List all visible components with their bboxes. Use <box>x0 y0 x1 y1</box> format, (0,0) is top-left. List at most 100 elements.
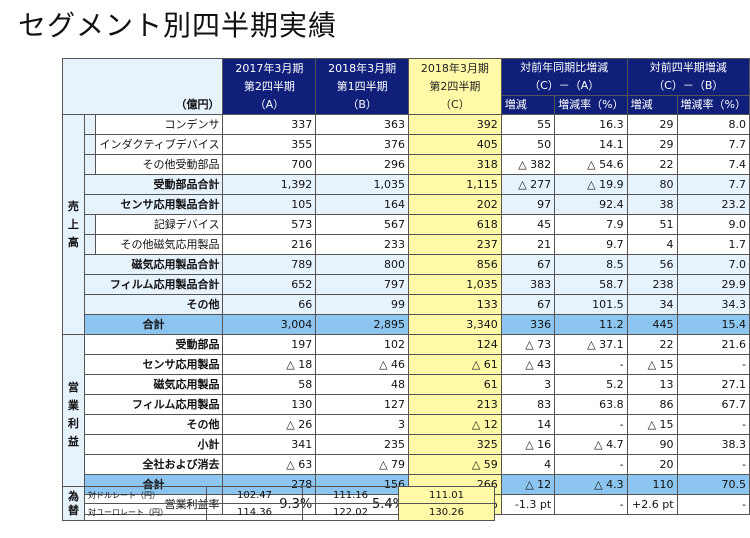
fx-value-b: 111.16 <box>302 486 399 504</box>
header-diff-qoq-text: 対前四半期増減 （C）－（B） <box>649 61 727 92</box>
header-period-c-text: 2018年3月期 第2四半期 （C） <box>420 61 489 111</box>
row-indent <box>83 214 97 235</box>
value-b: 296 <box>315 154 410 175</box>
diff-qoq-rate: 29.9 <box>676 274 750 295</box>
row-label: 磁気応用製品 <box>83 374 224 395</box>
row-label: インダクティブデバイス <box>95 134 224 155</box>
diff-yoy: △ 73 <box>500 334 556 355</box>
diff-yoy: 336 <box>500 314 556 335</box>
row-label: その他 <box>83 294 224 315</box>
table-row: 小計 341 235 325 △ 16 △ 4.7 90 38.3 <box>63 434 750 455</box>
diff-yoy-rate: - <box>554 454 628 475</box>
value-c: △ 59 <box>408 454 502 475</box>
value-b: 48 <box>315 374 410 395</box>
diff-yoy: △ 16 <box>500 434 556 455</box>
value-b: 164 <box>315 194 410 215</box>
diff-yoy-rate: - <box>554 494 628 515</box>
table-row: フィルム応用製品 130 127 213 83 63.8 86 67.7 <box>63 394 750 415</box>
fx-value-c: 130.26 <box>398 503 495 521</box>
value-c: 325 <box>408 434 502 455</box>
diff-qoq: 238 <box>626 274 678 295</box>
diff-qoq-rate: 27.1 <box>676 374 750 395</box>
header-diff-yoy: 対前年同期比増減 （C）－（A） <box>500 58 628 96</box>
value-c: △ 61 <box>408 354 502 375</box>
value-b: 3 <box>315 414 410 435</box>
table-row: インダクティブデバイス 355 376 405 50 14.1 29 7.7 <box>63 134 750 155</box>
page-title: セグメント別四半期実績 <box>18 9 338 42</box>
diff-yoy-rate: 11.2 <box>554 314 628 335</box>
diff-qoq-rate: 8.0 <box>676 114 750 135</box>
value-a: 355 <box>222 134 317 155</box>
value-b: 2,895 <box>315 314 410 335</box>
value-b: 1,035 <box>315 174 410 195</box>
value-c: 61 <box>408 374 502 395</box>
unit-label: （億円） <box>61 58 224 115</box>
value-a: △ 63 <box>222 454 317 475</box>
table-row: その他 △ 26 3 △ 12 14- △ 15- <box>63 414 750 435</box>
value-b: 127 <box>315 394 410 415</box>
value-b: 235 <box>315 434 410 455</box>
value-b: 797 <box>315 274 410 295</box>
header-period-a-text: 2017年3月期 第2四半期 （A） <box>235 61 304 111</box>
fx-row: 為 替対ドルレート（円） 102.47 111.16 111.01 <box>62 486 495 521</box>
header-inc-rate-2: 増減率（%） <box>676 95 750 115</box>
diff-qoq: 51 <box>626 214 678 235</box>
row-label: コンデンサ <box>95 114 224 135</box>
diff-yoy-rate: △ 4.3 <box>554 474 628 495</box>
value-b: 567 <box>315 214 410 235</box>
diff-yoy-rate: 92.4 <box>554 194 628 215</box>
value-a: 573 <box>222 214 317 235</box>
value-a: △ 18 <box>222 354 317 375</box>
fx-value-c: 111.01 <box>398 486 495 504</box>
table-row: センサ応用製品 △ 18 △ 46 △ 61 △ 43- △ 15- <box>63 354 750 375</box>
header-row-1: （億円） 2017年3月期 第2四半期 （A） 2018年3月期 第1四半期 （… <box>61 58 750 115</box>
table-row: センサ応用製品合計 105 164 202 97 92.4 38 23.2 <box>63 194 750 215</box>
diff-qoq-rate: 34.3 <box>676 294 750 315</box>
value-c: △ 12 <box>408 414 502 435</box>
diff-yoy-rate: 58.7 <box>554 274 628 295</box>
value-a: 337 <box>222 114 317 135</box>
header-row-2: 増減 増減率（%） 増減 増減率（%） <box>63 95 750 115</box>
diff-yoy-rate: 16.3 <box>554 114 628 135</box>
segment-results-table: （億円） 2017年3月期 第2四半期 （A） 2018年3月期 第1四半期 （… <box>61 58 750 515</box>
header-period-b-text: 2018年3月期 第1四半期 （B） <box>328 61 397 111</box>
header-diff-qoq: 対前四半期増減 （C）－（B） <box>626 58 750 96</box>
section-label-fx: 為 替 <box>62 486 85 521</box>
total-row: 合計 3,004 2,895 3,340 336 11.2 445 15.4 <box>63 314 750 335</box>
diff-yoy: △ 43 <box>500 354 556 375</box>
diff-yoy: 83 <box>500 394 556 415</box>
diff-qoq: 29 <box>626 114 678 135</box>
value-a: 130 <box>222 394 317 415</box>
value-c: 318 <box>408 154 502 175</box>
value-a: 3,004 <box>222 314 317 335</box>
value-c: 618 <box>408 214 502 235</box>
table-row: 営 業 利 益受動部品 197 102 124 △ 73 △ 37.1 22 21.6 <box>62 334 750 495</box>
diff-qoq: 20 <box>626 454 678 475</box>
value-c: 202 <box>408 194 502 215</box>
diff-yoy-rate: 63.8 <box>554 394 628 415</box>
value-b: 233 <box>315 234 410 255</box>
diff-yoy-rate: △ 19.9 <box>554 174 628 195</box>
diff-yoy: 4 <box>500 454 556 475</box>
diff-yoy: 14 <box>500 414 556 435</box>
diff-yoy: △ 382 <box>500 154 556 175</box>
row-indent <box>83 234 97 255</box>
value-a: 1,392 <box>222 174 317 195</box>
row-label: 合計 <box>83 314 224 335</box>
diff-yoy: 45 <box>500 214 556 235</box>
header-inc-1: 増減 <box>500 95 556 115</box>
row-label: 全社および消去 <box>83 454 224 475</box>
value-c: 124 <box>408 334 502 355</box>
value-a: 58 <box>222 374 317 395</box>
row-label: 記録デバイス <box>95 214 224 235</box>
fx-row: 対ユーロレート（円） 114.36 122.02 130.26 <box>63 503 495 521</box>
diff-yoy: 97 <box>500 194 556 215</box>
diff-qoq-rate: 7.4 <box>676 154 750 175</box>
diff-yoy-rate: 14.1 <box>554 134 628 155</box>
row-indent <box>83 134 97 155</box>
diff-qoq: 22 <box>626 334 678 355</box>
diff-qoq: 4 <box>626 234 678 255</box>
table-row: 磁気応用製品合計 789 800 856 67 8.5 56 7.0 <box>63 254 750 275</box>
row-label: 受動部品合計 <box>83 174 224 195</box>
diff-qoq-rate: - <box>676 354 750 375</box>
